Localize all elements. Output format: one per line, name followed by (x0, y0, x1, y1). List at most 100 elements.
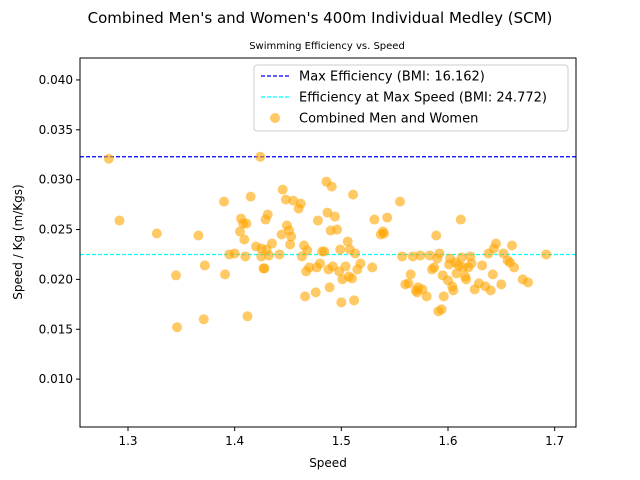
data-point (335, 244, 346, 255)
data-point (220, 269, 231, 280)
data-point (219, 196, 229, 207)
data-point (300, 291, 311, 302)
data-point (332, 224, 343, 235)
data-point (114, 215, 125, 226)
data-point (342, 236, 353, 247)
data-point (245, 191, 256, 202)
y-tick-label: 0.010 (39, 372, 73, 386)
data-point (379, 228, 389, 239)
data-point (421, 291, 432, 302)
y-tick-label: 0.030 (39, 173, 73, 187)
data-point (523, 277, 533, 288)
data-point (461, 274, 472, 285)
chart-title: Combined Men's and Women's 400m Individu… (88, 9, 553, 27)
data-point (241, 218, 252, 229)
data-point (256, 251, 267, 262)
y-tick-label: 0.040 (39, 73, 73, 87)
data-point (485, 285, 496, 296)
data-point (280, 194, 291, 205)
data-point (285, 239, 296, 250)
data-point (340, 261, 351, 272)
data-point (242, 311, 253, 322)
data-point (455, 214, 466, 225)
data-point (274, 249, 285, 260)
data-point (319, 246, 330, 257)
data-point (263, 250, 274, 261)
data-point (477, 260, 488, 271)
data-point (349, 295, 360, 306)
data-point (403, 278, 414, 289)
data-point (304, 262, 315, 273)
data-point (151, 228, 162, 239)
data-point (509, 262, 520, 273)
data-point (276, 229, 287, 240)
x-tick-label: 1.5 (332, 434, 351, 448)
data-point (302, 245, 313, 256)
data-point (324, 282, 335, 293)
x-axis-label: Speed (309, 456, 347, 470)
data-point (255, 151, 266, 162)
data-point (395, 196, 405, 207)
data-point (451, 268, 462, 279)
data-point (415, 250, 426, 261)
legend-marker-combined (270, 113, 280, 123)
data-point (507, 240, 517, 251)
data-point (348, 189, 359, 200)
data-point (322, 207, 333, 218)
data-point (310, 287, 321, 298)
data-point (171, 270, 181, 281)
data-point (329, 211, 340, 222)
data-point (491, 238, 501, 249)
data-point (436, 304, 447, 315)
data-point (277, 184, 288, 195)
x-tick-label: 1.3 (118, 434, 137, 448)
x-tick-label: 1.6 (438, 434, 457, 448)
legend-label-efficiency-max-speed: Efficiency at Max Speed (BMI: 24.772) (299, 91, 547, 106)
data-point (267, 238, 277, 249)
legend-label-combined: Combined Men and Women (299, 112, 478, 127)
data-point (199, 260, 210, 271)
data-point (369, 214, 380, 225)
data-point (367, 262, 378, 273)
data-point (350, 248, 361, 259)
legend: Max Efficiency (BMI: 16.162) Efficiency … (253, 64, 569, 132)
data-point (382, 212, 393, 223)
data-point (407, 251, 418, 262)
data-point (438, 291, 449, 302)
plot-area (80, 151, 576, 333)
data-point (431, 230, 442, 241)
y-tick-label: 0.015 (39, 322, 73, 336)
data-point (172, 322, 183, 333)
data-point (405, 269, 416, 280)
data-point (239, 234, 250, 245)
data-point (103, 153, 114, 164)
data-point (235, 226, 245, 237)
data-point (434, 248, 445, 259)
legend-label-max-efficiency: Max Efficiency (BMI: 16.162) (299, 70, 485, 85)
chart-subtitle: Swimming Efficiency vs. Speed (249, 41, 405, 52)
data-point (326, 181, 337, 192)
x-tick-label: 1.4 (225, 434, 244, 448)
data-point (295, 198, 306, 209)
data-point (429, 262, 440, 273)
data-point (240, 251, 251, 262)
data-point (198, 314, 209, 325)
data-point (347, 273, 357, 284)
plot-frame (79, 57, 577, 428)
data-point (456, 252, 467, 263)
data-point (336, 297, 347, 308)
data-point (355, 258, 366, 269)
data-point (229, 248, 240, 259)
y-tick-label: 0.025 (39, 223, 73, 237)
data-point (541, 249, 552, 260)
data-point (312, 215, 323, 226)
y-axis-ticks: 0.010 0.015 0.020 0.025 0.030 0.035 0.040 (39, 73, 80, 386)
data-point (286, 231, 297, 242)
data-point (397, 251, 408, 262)
data-point (466, 258, 477, 269)
data-point (448, 285, 459, 296)
data-point (259, 263, 270, 274)
data-point (315, 258, 325, 269)
legend-box (253, 64, 569, 132)
